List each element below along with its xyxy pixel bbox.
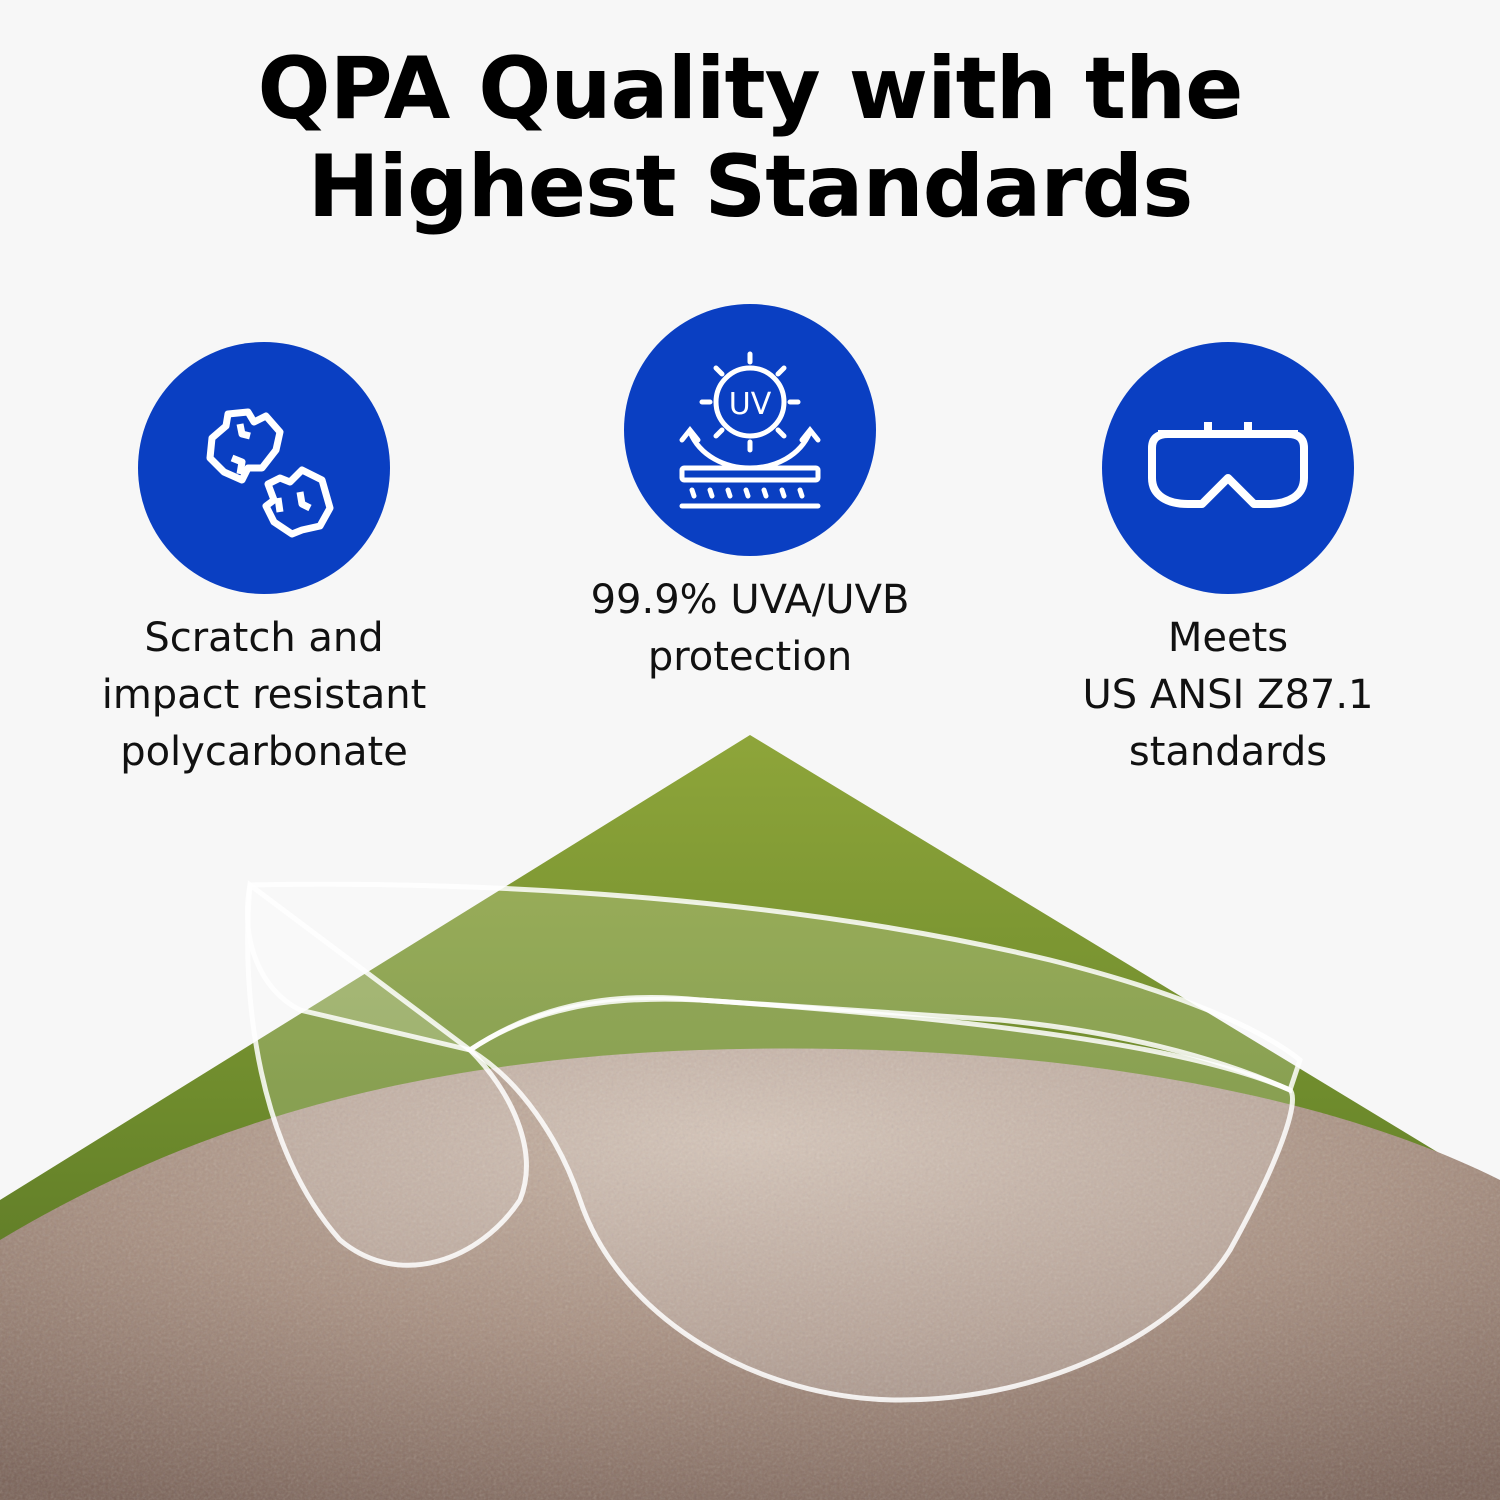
label-line: Scratch and <box>144 615 384 661</box>
feature-uv-protection: UV 99.9% UVA/UVB protection <box>540 304 960 686</box>
page-title: QPA Quality with the Highest Standards <box>0 40 1500 236</box>
label-line: protection <box>647 634 853 680</box>
uv-sun-icon: UV <box>624 304 876 556</box>
safety-glasses <box>244 880 1303 1403</box>
feature-label: 99.9% UVA/UVB protection <box>540 572 960 686</box>
feature-label: Scratch and impact resistant polycarbona… <box>54 610 474 781</box>
title-line-2: Highest Standards <box>307 137 1194 237</box>
label-line: polycarbonate <box>120 729 408 775</box>
label-line: 99.9% UVA/UVB <box>590 577 910 623</box>
label-line: impact resistant <box>101 672 427 718</box>
feature-scratch-resistant: Scratch and impact resistant polycarbona… <box>54 342 474 781</box>
label-line: US ANSI Z87.1 <box>1082 672 1374 718</box>
label-line: Meets <box>1167 615 1289 661</box>
feature-ansi-standard: Meets US ANSI Z87.1 standards <box>1018 342 1438 781</box>
uv-text: UV <box>729 387 772 422</box>
goggles-icon <box>1102 342 1354 594</box>
rocks-icon <box>138 342 390 594</box>
label-line: standards <box>1128 729 1328 775</box>
feature-label: Meets US ANSI Z87.1 standards <box>1018 610 1438 781</box>
title-line-1: QPA Quality with the <box>257 39 1243 139</box>
